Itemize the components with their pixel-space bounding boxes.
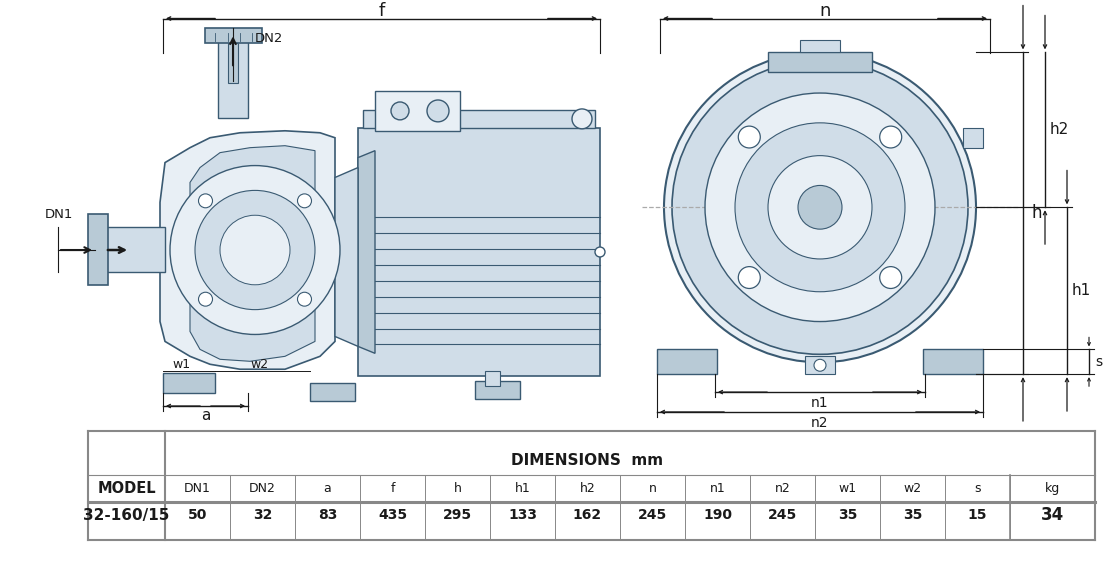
Polygon shape (359, 151, 375, 353)
Polygon shape (160, 131, 335, 369)
Text: h1: h1 (515, 482, 531, 495)
Circle shape (170, 165, 340, 334)
Text: 35: 35 (838, 508, 857, 522)
Circle shape (672, 60, 968, 355)
Circle shape (814, 359, 825, 371)
Circle shape (768, 155, 872, 259)
Text: n1: n1 (811, 396, 829, 410)
Circle shape (297, 194, 312, 208)
Circle shape (199, 194, 212, 208)
Text: w1: w1 (173, 358, 191, 371)
Circle shape (735, 123, 905, 292)
Polygon shape (163, 373, 214, 393)
Polygon shape (101, 227, 165, 272)
Polygon shape (190, 146, 315, 361)
Text: w1: w1 (839, 482, 857, 495)
Circle shape (427, 100, 449, 122)
Text: 162: 162 (573, 508, 602, 522)
Text: DN2: DN2 (249, 482, 276, 495)
Polygon shape (363, 110, 595, 128)
Text: w2: w2 (251, 358, 269, 371)
Circle shape (798, 186, 842, 229)
Text: f: f (390, 482, 394, 495)
Text: h: h (1032, 204, 1042, 222)
Text: n: n (819, 2, 831, 20)
Text: DN1: DN1 (45, 208, 74, 220)
Circle shape (220, 215, 290, 285)
Text: n2: n2 (774, 482, 791, 495)
Polygon shape (805, 356, 836, 374)
Text: n: n (649, 482, 657, 495)
Circle shape (297, 292, 312, 306)
Polygon shape (485, 371, 500, 386)
Circle shape (595, 247, 605, 257)
Circle shape (572, 109, 592, 129)
Text: n1: n1 (709, 482, 725, 495)
Circle shape (391, 102, 409, 120)
Polygon shape (375, 91, 460, 131)
Circle shape (705, 93, 935, 321)
Text: kg: kg (1044, 482, 1060, 495)
Circle shape (738, 126, 761, 148)
Polygon shape (228, 43, 238, 83)
Text: 32-160/15: 32-160/15 (84, 508, 170, 523)
Polygon shape (923, 350, 983, 374)
Text: f: f (379, 2, 384, 20)
Polygon shape (335, 168, 359, 346)
Polygon shape (206, 29, 262, 43)
Circle shape (195, 190, 315, 310)
Text: a: a (324, 482, 332, 495)
Text: MODEL: MODEL (97, 481, 155, 496)
Polygon shape (311, 383, 355, 401)
Polygon shape (657, 350, 717, 374)
Text: n2: n2 (811, 416, 829, 430)
Text: h: h (454, 482, 461, 495)
Circle shape (663, 52, 976, 362)
Text: 34: 34 (1041, 506, 1065, 525)
Text: 32: 32 (252, 508, 273, 522)
Text: s: s (974, 482, 981, 495)
Text: w2: w2 (904, 482, 922, 495)
Text: 35: 35 (903, 508, 923, 522)
Circle shape (880, 266, 901, 288)
Text: 50: 50 (188, 508, 207, 522)
Circle shape (880, 126, 901, 148)
Text: 245: 245 (638, 508, 667, 522)
Polygon shape (88, 214, 108, 285)
Text: 15: 15 (967, 508, 987, 522)
Polygon shape (359, 128, 600, 376)
Text: DN1: DN1 (184, 482, 211, 495)
Polygon shape (800, 40, 840, 52)
Text: 133: 133 (508, 508, 537, 522)
Text: h2: h2 (580, 482, 595, 495)
Text: DN2: DN2 (255, 32, 284, 45)
Text: DIMENSIONS  mm: DIMENSIONS mm (512, 453, 663, 468)
Polygon shape (218, 34, 248, 118)
Text: a: a (201, 408, 210, 424)
Circle shape (199, 292, 212, 306)
Text: 295: 295 (443, 508, 472, 522)
Text: h2: h2 (1049, 122, 1069, 137)
Text: h1: h1 (1071, 283, 1090, 298)
Polygon shape (475, 381, 521, 399)
Text: 83: 83 (318, 508, 337, 522)
Text: 190: 190 (703, 508, 732, 522)
Text: 245: 245 (767, 508, 798, 522)
Circle shape (738, 266, 761, 288)
Text: s: s (1096, 355, 1102, 369)
Polygon shape (963, 128, 983, 148)
Polygon shape (768, 52, 872, 72)
Text: 435: 435 (378, 508, 407, 522)
